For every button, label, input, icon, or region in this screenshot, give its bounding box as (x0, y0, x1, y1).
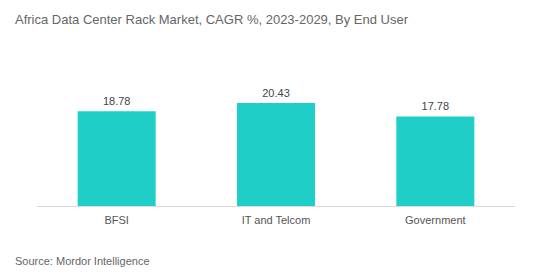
svg-text:IT and Telcom: IT and Telcom (242, 214, 311, 226)
svg-text:Source: Mordor Intelligence: Source: Mordor Intelligence (15, 255, 150, 267)
svg-text:17.78: 17.78 (422, 100, 450, 112)
svg-text:Africa Data Center Rack Market: Africa Data Center Rack Market, CAGR %, … (15, 12, 409, 27)
svg-text:BFSI: BFSI (104, 214, 128, 226)
svg-text:Government: Government (405, 214, 466, 226)
svg-text:18.78: 18.78 (103, 95, 131, 107)
svg-text:20.43: 20.43 (262, 87, 290, 99)
